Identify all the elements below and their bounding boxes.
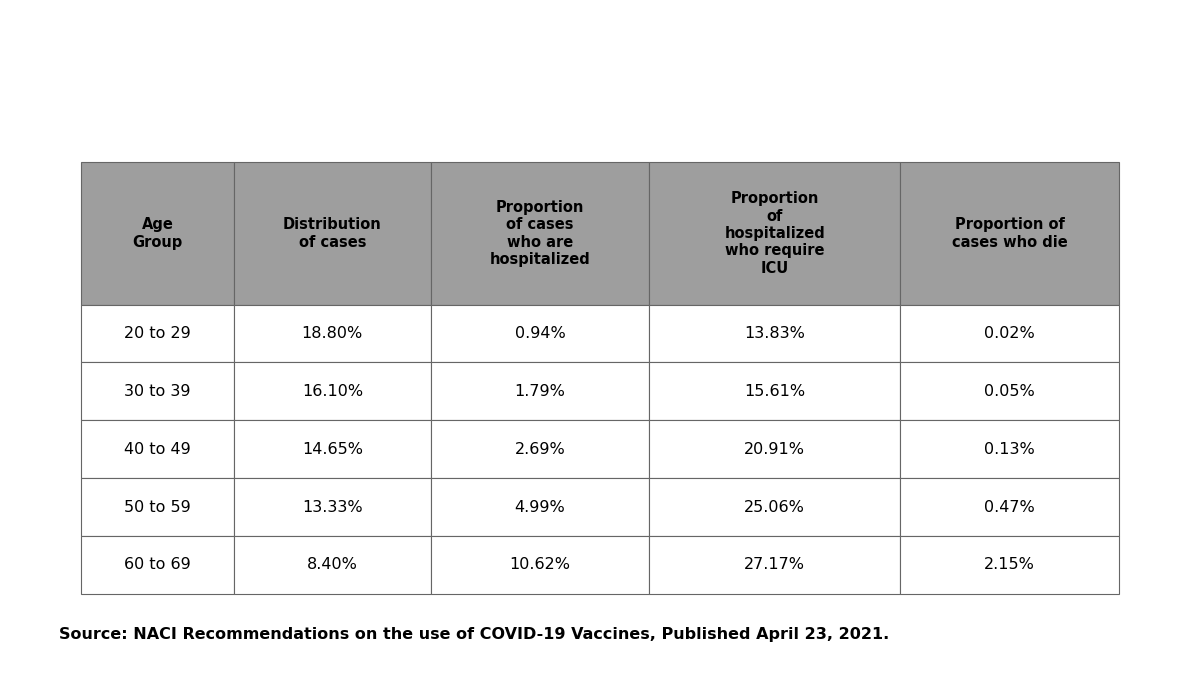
FancyBboxPatch shape: [900, 536, 1118, 594]
FancyBboxPatch shape: [82, 362, 234, 421]
Text: 25.06%: 25.06%: [744, 500, 805, 514]
Text: Proportion of
cases who die: Proportion of cases who die: [952, 217, 1068, 250]
FancyBboxPatch shape: [82, 421, 234, 478]
Text: 13.83%: 13.83%: [744, 326, 805, 341]
FancyBboxPatch shape: [82, 304, 234, 362]
FancyBboxPatch shape: [649, 162, 900, 304]
FancyBboxPatch shape: [431, 478, 649, 536]
FancyBboxPatch shape: [900, 304, 1118, 362]
Text: 0.02%: 0.02%: [984, 326, 1036, 341]
FancyBboxPatch shape: [234, 421, 431, 478]
FancyBboxPatch shape: [82, 162, 234, 304]
Text: 2.15%: 2.15%: [984, 558, 1036, 572]
FancyBboxPatch shape: [431, 362, 649, 421]
Text: 60 to 69: 60 to 69: [125, 558, 191, 572]
FancyBboxPatch shape: [234, 478, 431, 536]
FancyBboxPatch shape: [431, 304, 649, 362]
Text: 2.69%: 2.69%: [515, 441, 565, 457]
Text: 20 to 29: 20 to 29: [125, 326, 191, 341]
FancyBboxPatch shape: [649, 536, 900, 594]
FancyBboxPatch shape: [900, 478, 1118, 536]
Text: 10.62%: 10.62%: [510, 558, 570, 572]
Text: 1.79%: 1.79%: [515, 384, 565, 399]
Text: 16.10%: 16.10%: [302, 384, 362, 399]
FancyBboxPatch shape: [82, 536, 234, 594]
Text: 50 to 59: 50 to 59: [125, 500, 191, 514]
FancyBboxPatch shape: [649, 478, 900, 536]
Text: Distribution
of cases: Distribution of cases: [283, 217, 382, 250]
Text: 0.47%: 0.47%: [984, 500, 1036, 514]
FancyBboxPatch shape: [234, 362, 431, 421]
FancyBboxPatch shape: [649, 362, 900, 421]
Text: 27.17%: 27.17%: [744, 558, 805, 572]
FancyBboxPatch shape: [900, 362, 1118, 421]
Text: 20.91%: 20.91%: [744, 441, 805, 457]
FancyBboxPatch shape: [900, 162, 1118, 304]
Text: 8.40%: 8.40%: [307, 558, 358, 572]
Text: 30 to 39: 30 to 39: [125, 384, 191, 399]
Text: 0.94%: 0.94%: [515, 326, 565, 341]
Text: 14.65%: 14.65%: [302, 441, 362, 457]
Text: Proportion of COVID-19 events of interest: Proportion of COVID-19 events of interes…: [600, 25, 1200, 61]
Text: by age group based on Canadian surveillance data: by age group based on Canadian surveilla…: [116, 79, 1084, 115]
Text: 4.99%: 4.99%: [515, 500, 565, 514]
Text: 15.61%: 15.61%: [744, 384, 805, 399]
FancyBboxPatch shape: [649, 304, 900, 362]
FancyBboxPatch shape: [431, 162, 649, 304]
Text: 40 to 49: 40 to 49: [125, 441, 191, 457]
FancyBboxPatch shape: [431, 421, 649, 478]
FancyBboxPatch shape: [234, 536, 431, 594]
Text: Proportion
of
hospitalized
who require
ICU: Proportion of hospitalized who require I…: [725, 191, 826, 276]
FancyBboxPatch shape: [431, 536, 649, 594]
Text: Source: NACI Recommendations on the use of COVID-19 Vaccines, Published April 23: Source: NACI Recommendations on the use …: [59, 627, 889, 643]
FancyBboxPatch shape: [82, 478, 234, 536]
Text: Age
Group: Age Group: [132, 217, 182, 250]
Text: Table 19:: Table 19:: [408, 25, 600, 61]
FancyBboxPatch shape: [234, 304, 431, 362]
FancyBboxPatch shape: [234, 162, 431, 304]
FancyBboxPatch shape: [900, 421, 1118, 478]
Text: 0.05%: 0.05%: [984, 384, 1036, 399]
Text: 0.13%: 0.13%: [984, 441, 1036, 457]
Text: 13.33%: 13.33%: [302, 500, 362, 514]
FancyBboxPatch shape: [649, 421, 900, 478]
Text: Proportion
of cases
who are
hospitalized: Proportion of cases who are hospitalized: [490, 200, 590, 267]
Text: 18.80%: 18.80%: [301, 326, 362, 341]
